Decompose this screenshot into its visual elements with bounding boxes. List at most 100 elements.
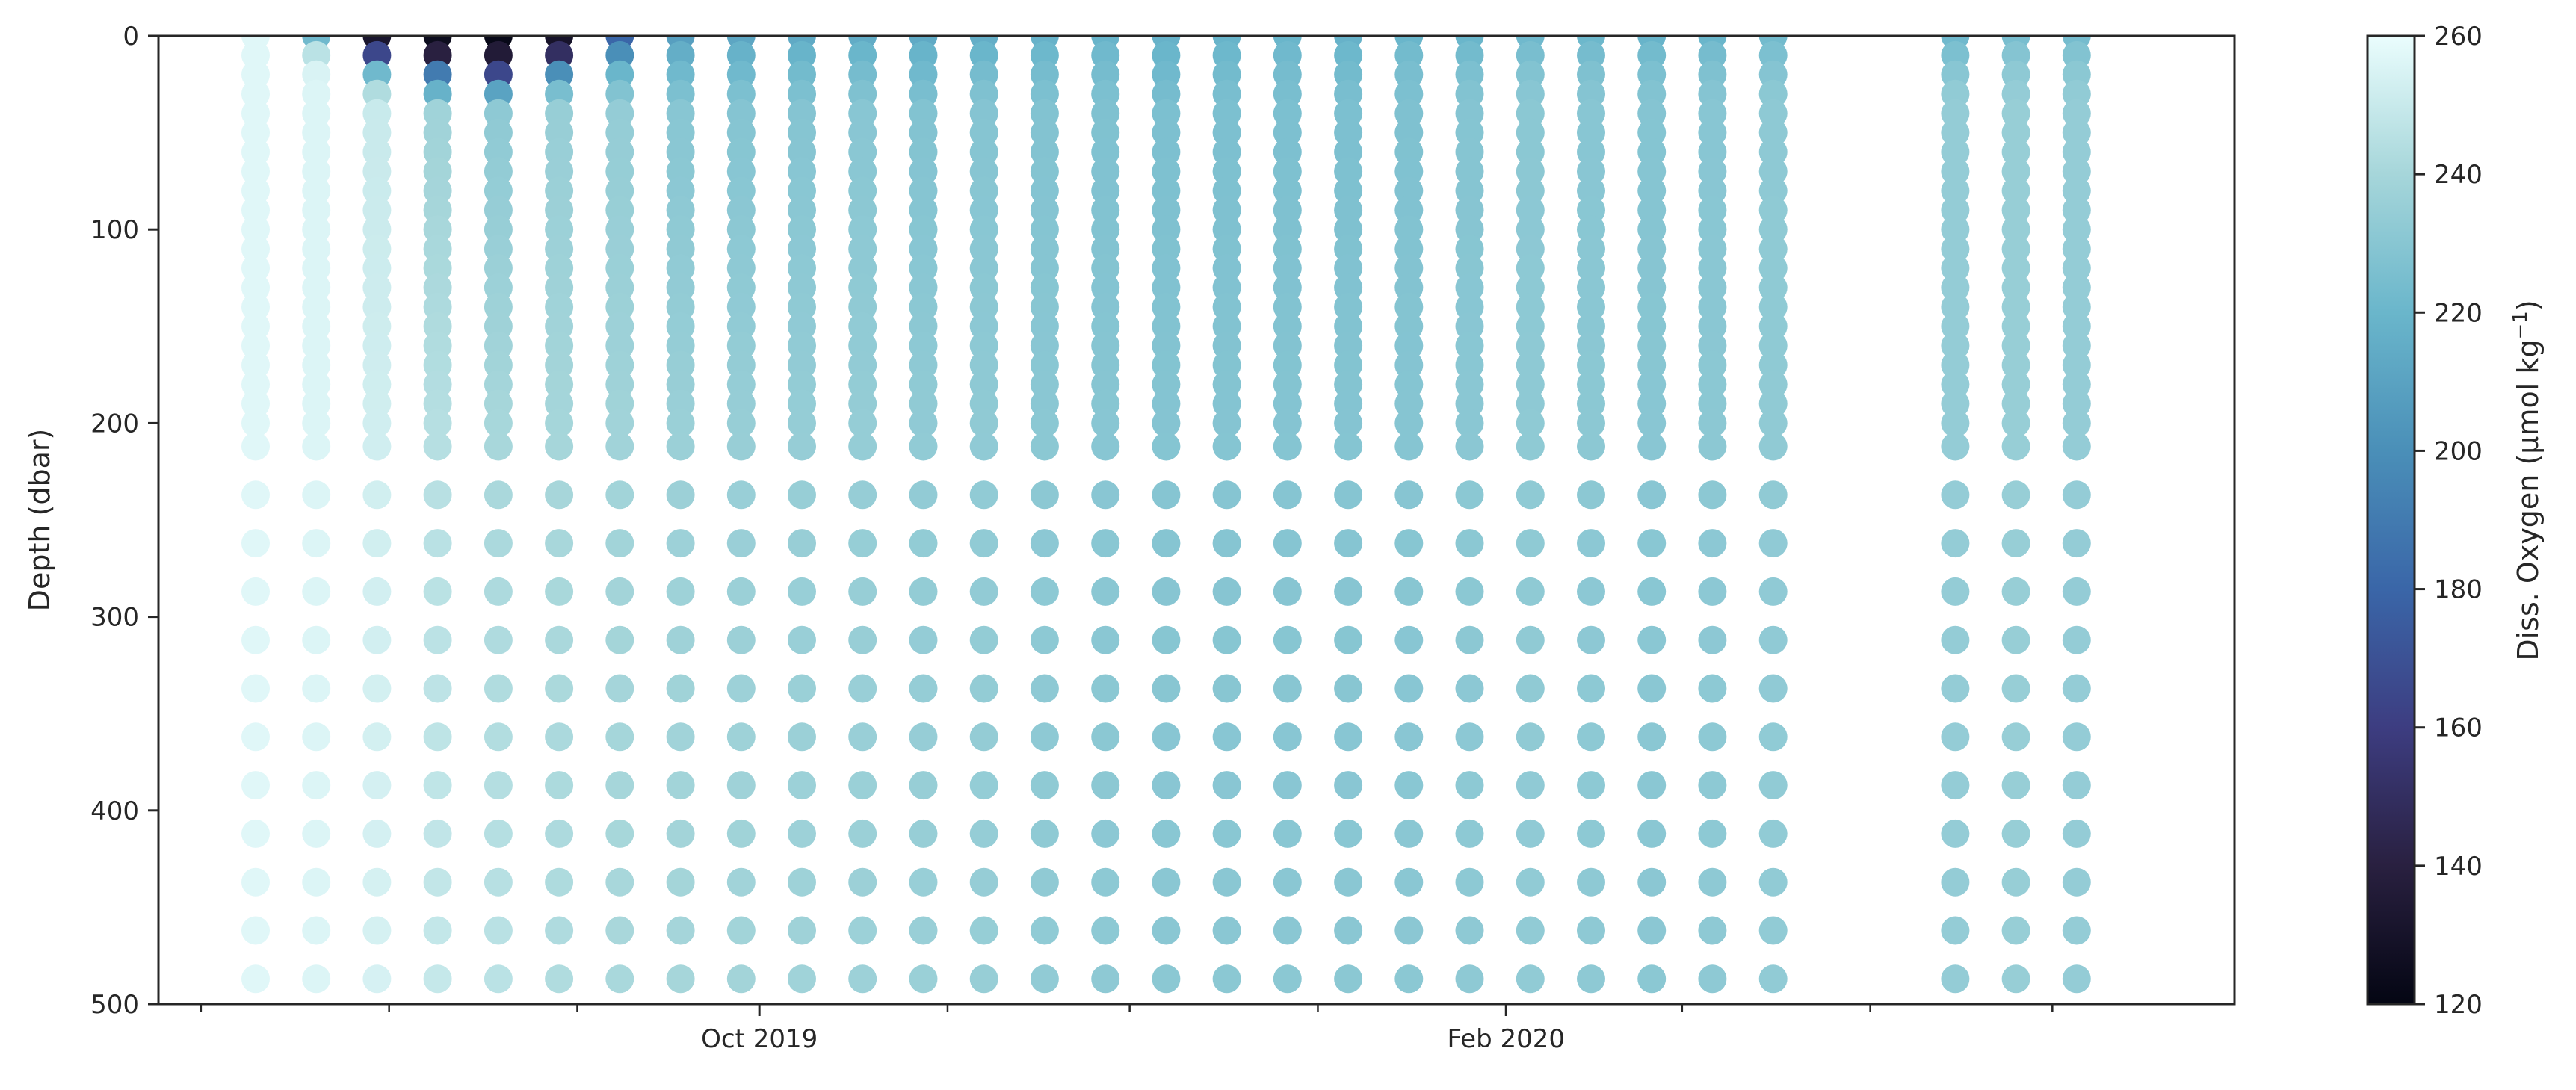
data-point-0-7 xyxy=(241,157,270,186)
data-point-7-29 xyxy=(666,819,695,848)
data-point-19-28 xyxy=(1394,771,1424,800)
data-point-24-23 xyxy=(1698,529,1727,558)
data-point-0-26 xyxy=(241,674,270,703)
data-point-11-12 xyxy=(909,254,938,282)
data-point-26-17 xyxy=(1941,350,1970,380)
data-point-24-20 xyxy=(1698,409,1727,438)
data-point-13-7 xyxy=(1030,157,1059,186)
data-point-10-26 xyxy=(848,674,877,703)
data-point-12-12 xyxy=(969,254,998,282)
data-point-20-20 xyxy=(1455,409,1484,438)
data-point-26-27 xyxy=(1941,722,1970,752)
data-point-1-21 xyxy=(302,432,331,461)
data-point-25-32 xyxy=(1758,964,1788,994)
data-point-26-22 xyxy=(1941,480,1970,510)
data-point-22-25 xyxy=(1577,625,1605,654)
data-point-17-23 xyxy=(1273,529,1302,558)
data-point-22-23 xyxy=(1577,529,1605,558)
data-point-2-30 xyxy=(362,867,392,897)
data-point-22-24 xyxy=(1577,577,1605,606)
data-point-1-22 xyxy=(302,480,331,510)
data-point-17-22 xyxy=(1273,480,1302,510)
data-point-15-30 xyxy=(1152,867,1181,897)
data-point-20-32 xyxy=(1455,964,1484,994)
colorbar-tick-label-2: 160 xyxy=(2434,713,2483,743)
data-point-10-25 xyxy=(848,625,877,654)
data-point-23-21 xyxy=(1637,432,1667,461)
data-point-16-25 xyxy=(1212,625,1241,654)
data-point-12-29 xyxy=(969,819,998,848)
data-point-28-29 xyxy=(2062,819,2091,848)
data-point-22-28 xyxy=(1577,771,1605,800)
data-point-16-20 xyxy=(1212,409,1241,438)
data-point-8-22 xyxy=(726,480,756,510)
data-point-4-21 xyxy=(484,432,513,461)
data-point-13-30 xyxy=(1030,867,1059,897)
data-point-20-24 xyxy=(1455,577,1484,606)
data-point-22-12 xyxy=(1577,254,1605,282)
data-point-21-24 xyxy=(1516,577,1545,606)
data-point-23-32 xyxy=(1637,964,1667,994)
data-point-23-23 xyxy=(1637,529,1667,558)
data-point-19-24 xyxy=(1394,577,1424,606)
y-tick-label-0: 0 xyxy=(123,22,139,52)
colorbar-title-suffix: ) xyxy=(2512,300,2545,311)
data-point-21-32 xyxy=(1516,964,1545,994)
data-point-19-23 xyxy=(1394,529,1424,558)
plot-frame xyxy=(157,34,2236,1006)
data-point-18-27 xyxy=(1334,722,1363,752)
data-point-25-28 xyxy=(1758,771,1788,800)
data-point-0-30 xyxy=(241,867,270,897)
data-point-15-32 xyxy=(1152,964,1181,994)
data-point-23-29 xyxy=(1637,819,1667,848)
data-point-16-23 xyxy=(1212,529,1241,558)
data-point-13-31 xyxy=(1030,916,1059,945)
data-point-17-25 xyxy=(1273,625,1302,654)
data-point-8-23 xyxy=(726,529,756,558)
data-point-3-25 xyxy=(423,625,452,654)
data-point-2-17 xyxy=(362,350,392,380)
data-point-23-31 xyxy=(1637,916,1667,945)
data-point-27-29 xyxy=(2001,819,2030,848)
data-point-3-30 xyxy=(423,867,452,897)
data-point-20-29 xyxy=(1455,819,1484,848)
data-point-9-29 xyxy=(788,819,816,848)
data-point-12-20 xyxy=(969,409,998,438)
data-point-17-32 xyxy=(1273,964,1302,994)
data-point-2-22 xyxy=(362,480,392,510)
data-point-4-24 xyxy=(484,577,513,606)
data-point-8-30 xyxy=(726,867,756,897)
data-point-12-22 xyxy=(969,480,998,510)
data-point-23-12 xyxy=(1637,254,1667,282)
data-point-23-7 xyxy=(1637,157,1667,186)
data-point-4-29 xyxy=(484,819,513,848)
data-point-17-20 xyxy=(1273,409,1302,438)
data-point-2-12 xyxy=(362,254,392,282)
data-point-9-17 xyxy=(788,350,816,380)
data-point-5-28 xyxy=(545,771,574,800)
data-point-6-23 xyxy=(605,529,634,558)
data-point-7-22 xyxy=(666,480,695,510)
data-point-24-24 xyxy=(1698,577,1727,606)
data-point-2-32 xyxy=(362,964,392,994)
data-point-10-21 xyxy=(848,432,877,461)
y-axis-title: Depth (dbar) xyxy=(23,429,56,612)
data-point-14-17 xyxy=(1091,350,1120,380)
data-point-2-25 xyxy=(362,625,392,654)
data-point-16-21 xyxy=(1212,432,1241,461)
data-point-25-17 xyxy=(1758,350,1788,380)
data-point-10-31 xyxy=(848,916,877,945)
data-point-24-21 xyxy=(1698,432,1727,461)
data-point-26-31 xyxy=(1941,916,1970,945)
data-point-4-25 xyxy=(484,625,513,654)
data-point-19-12 xyxy=(1394,254,1424,282)
data-point-1-27 xyxy=(302,722,331,752)
data-point-18-26 xyxy=(1334,674,1363,703)
data-point-5-25 xyxy=(545,625,574,654)
data-point-11-23 xyxy=(909,529,938,558)
data-point-18-24 xyxy=(1334,577,1363,606)
data-point-13-26 xyxy=(1030,674,1059,703)
data-point-4-20 xyxy=(484,409,513,438)
data-point-18-12 xyxy=(1334,254,1363,282)
